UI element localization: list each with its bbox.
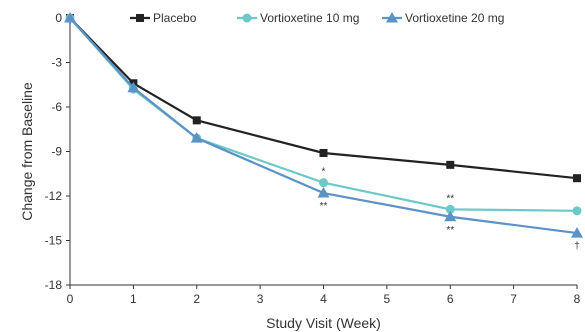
significance-marker: ** — [446, 225, 454, 236]
data-point — [572, 206, 582, 216]
data-point — [192, 116, 201, 125]
significance-marker: ** — [446, 193, 454, 204]
x-tick-label: 2 — [193, 292, 200, 306]
annotation-layer: *******† — [320, 167, 580, 252]
data-point — [319, 178, 328, 188]
significance-marker: † — [574, 241, 580, 252]
legend-label: Vortioxetine 20 mg — [405, 11, 504, 25]
legend-item: Placebo — [130, 11, 197, 25]
y-tick-label: 0 — [55, 11, 62, 25]
data-point — [317, 187, 330, 198]
data-point — [573, 174, 581, 183]
significance-marker: ** — [320, 201, 328, 212]
series-line — [69, 17, 578, 180]
significance-marker: * — [322, 167, 326, 178]
x-tick-label: 8 — [574, 292, 581, 306]
data-point — [571, 227, 583, 238]
data-point — [444, 210, 457, 222]
y-tick-label: -3 — [51, 56, 62, 70]
y-tick-label: -15 — [45, 234, 63, 248]
data-point — [319, 148, 328, 157]
data-point — [446, 160, 455, 169]
legend: Placebo Vortioxetine 10 mg Vortioxetine 20… — [130, 11, 504, 25]
x-tick-label: 7 — [510, 292, 517, 306]
x-tick-label: 5 — [384, 292, 391, 306]
data-point — [445, 204, 455, 214]
x-ticks: 0 1 2 3 4 5 6 7 8 — [67, 285, 581, 306]
legend-item: Vortioxetine 10 mg — [237, 11, 359, 25]
legend-marker — [136, 14, 144, 22]
data-point — [190, 132, 203, 143]
series-line — [69, 17, 578, 235]
legend-marker — [242, 13, 252, 23]
legend-item: Vortioxetine 20 mg — [382, 11, 504, 25]
x-tick-label: 1 — [130, 292, 137, 306]
legend-label: Placebo — [153, 11, 197, 25]
x-tick-label: 4 — [320, 292, 327, 306]
data-point — [127, 81, 140, 93]
x-axis-title: Study Visit (Week) — [266, 315, 381, 331]
y-tick-label: -12 — [45, 189, 63, 203]
y-tick-label: -18 — [45, 278, 63, 292]
y-axis-title: Change from Baseline — [19, 82, 35, 221]
data-point — [64, 12, 76, 23]
y-tick-label: -6 — [51, 100, 62, 114]
legend-marker — [386, 12, 398, 23]
x-tick-label: 0 — [67, 292, 74, 306]
y-ticks: 0 -3 -6 -9 -12 -15 -18 — [45, 11, 70, 292]
x-tick-label: 6 — [447, 292, 454, 306]
series-3 — [64, 12, 583, 238]
legend-label: Vortioxetine 10 mg — [260, 11, 359, 25]
y-tick-label: -9 — [51, 145, 62, 159]
series-layer — [64, 12, 583, 238]
x-tick-label: 3 — [257, 292, 264, 306]
series-2 — [65, 13, 582, 216]
